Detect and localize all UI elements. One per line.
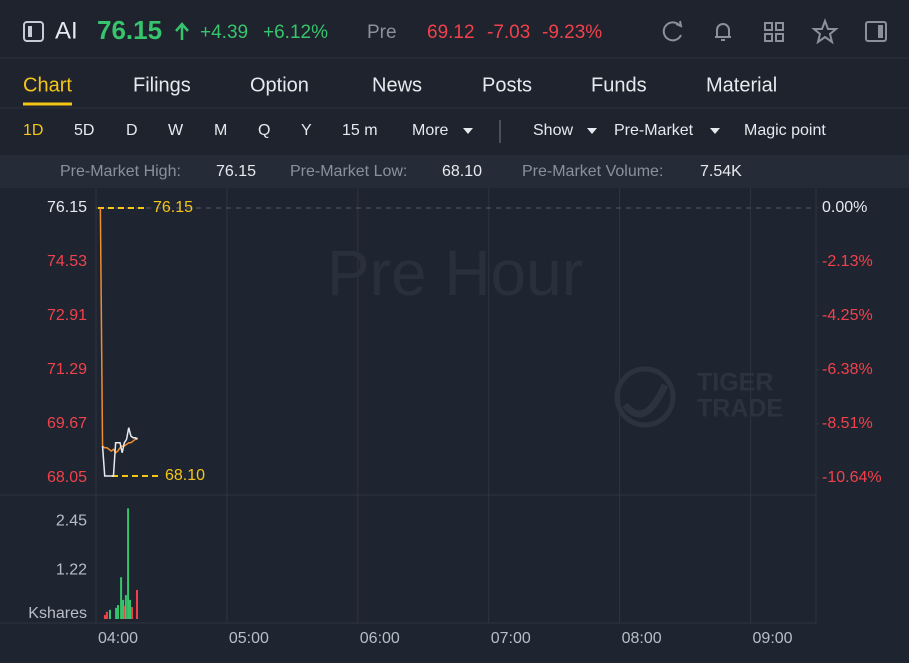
y2-tick-label: -10.64%	[822, 469, 882, 486]
period-button[interactable]: M	[214, 122, 227, 139]
period-button[interactable]: 1D	[23, 122, 43, 139]
stats-bar	[0, 155, 909, 188]
x-tick-label: 09:00	[753, 630, 793, 647]
x-tick-label: 08:00	[622, 630, 662, 647]
period-button[interactable]: 15 m	[342, 122, 378, 139]
tab[interactable]: Option	[250, 74, 309, 96]
panel-icon-bar	[878, 25, 883, 38]
change-pct: +6.12%	[263, 22, 328, 43]
volume-bar	[127, 508, 130, 619]
change: +4.39	[200, 22, 248, 43]
price-line	[101, 427, 138, 477]
stat-label: Pre-Market Volume:	[522, 163, 663, 180]
period-button[interactable]: Y	[301, 122, 312, 139]
control-button[interactable]: Show	[533, 122, 573, 139]
stat-value: 68.10	[442, 163, 482, 180]
stat-label: Pre-Market Low:	[290, 163, 407, 180]
stat-value: 7.54K	[700, 163, 742, 180]
tab[interactable]: Chart	[23, 74, 72, 96]
price: 76.15	[97, 15, 162, 45]
control-button[interactable]: Pre-Market	[614, 122, 694, 139]
refresh-icon[interactable]	[662, 20, 683, 42]
x-tick-label: 04:00	[98, 630, 138, 647]
volume-tick-label: 2.45	[56, 513, 87, 530]
tab[interactable]: Material	[706, 74, 777, 96]
back-icon[interactable]	[23, 21, 44, 42]
session-change: -7.03	[487, 22, 530, 43]
y2-tick-label: -2.13%	[822, 253, 873, 270]
panel-icon[interactable]	[865, 21, 887, 42]
control-button[interactable]: Magic point	[744, 122, 826, 139]
dropdown-caret	[710, 128, 720, 134]
session-price: 69.12	[427, 22, 475, 43]
y-tick-label: 74.53	[47, 253, 87, 270]
volume-bar	[122, 599, 125, 619]
x-tick-label: 07:00	[491, 630, 531, 647]
volume-bar	[115, 607, 118, 619]
dropdown-caret	[463, 128, 473, 134]
volume-bar	[136, 589, 139, 619]
brand-text: TIGER	[697, 369, 773, 397]
chart-area	[0, 188, 909, 663]
star-icon[interactable]	[811, 18, 839, 45]
high-label: 76.15	[153, 199, 193, 216]
period-button[interactable]: More	[412, 122, 449, 139]
volume-bar	[131, 607, 133, 619]
y2-tick-label: 0.00%	[822, 199, 867, 216]
y2-tick-label: -6.38%	[822, 361, 873, 378]
tab[interactable]: News	[372, 74, 422, 96]
dropdown-caret	[587, 128, 597, 134]
y-tick-label: 76.15	[47, 199, 87, 216]
y2-tick-label: -4.25%	[822, 307, 873, 324]
volume-tick-label: 1.22	[56, 562, 87, 579]
volume-bar	[120, 577, 123, 619]
period-button[interactable]: D	[126, 122, 138, 139]
y-tick-label: 69.67	[47, 415, 87, 432]
back-icon-bar	[28, 26, 32, 37]
volume-bar	[105, 611, 108, 619]
tab[interactable]: Funds	[591, 74, 647, 96]
price-line	[99, 207, 138, 454]
period-button[interactable]: 5D	[74, 122, 94, 139]
y-tick-label: 71.29	[47, 361, 87, 378]
symbol: AI	[55, 17, 78, 44]
up-arrow	[175, 22, 189, 40]
y-tick-label: 72.91	[47, 307, 87, 324]
brand-logo	[614, 366, 676, 428]
stat-value: 76.15	[216, 163, 256, 180]
tab[interactable]: Filings	[133, 74, 191, 96]
y2-tick-label: -8.51%	[822, 415, 873, 432]
low-label: 68.10	[165, 467, 205, 484]
bell-icon[interactable]	[715, 23, 731, 41]
brand-text: TRADE	[697, 395, 783, 423]
volume-bar	[108, 609, 111, 619]
stat-label: Pre-Market High:	[60, 163, 181, 180]
session-change-pct: -9.23%	[542, 22, 602, 43]
volume-bar	[129, 599, 132, 619]
watermark: Pre Hour	[327, 237, 583, 309]
grid-icon[interactable]	[764, 22, 784, 42]
volume-bar	[124, 595, 127, 619]
x-tick-label: 05:00	[229, 630, 269, 647]
session-label: Pre	[367, 22, 397, 43]
volume-bar	[103, 615, 106, 619]
period-button[interactable]: Q	[258, 122, 270, 139]
volume-unit: Kshares	[28, 605, 87, 622]
tab[interactable]: Posts	[482, 74, 532, 96]
brand-logo	[622, 383, 669, 418]
y-tick-label: 68.05	[47, 469, 87, 486]
x-tick-label: 06:00	[360, 630, 400, 647]
period-button[interactable]: W	[168, 122, 184, 139]
volume-bar	[117, 605, 120, 619]
